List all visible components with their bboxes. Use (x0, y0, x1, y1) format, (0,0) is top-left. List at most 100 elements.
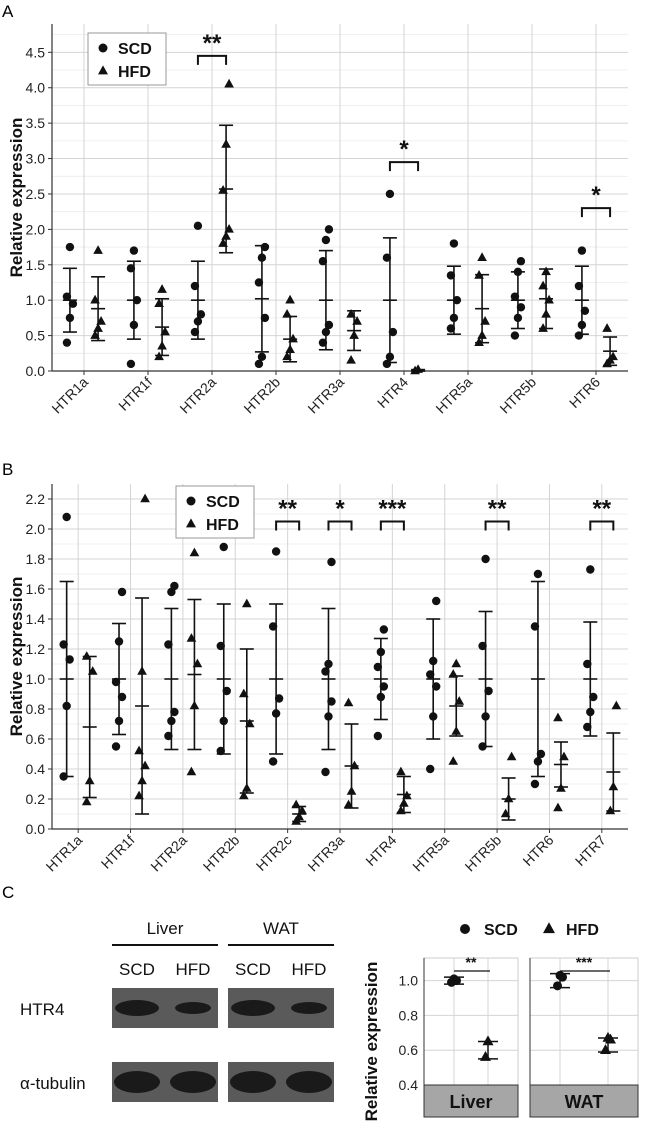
data-point-triangle (503, 793, 514, 803)
data-point-triangle (84, 775, 95, 785)
data-point-triangle (346, 786, 357, 795)
chart-panel-c: Relative expression 0.40.60.81.0**Liver**… (362, 922, 639, 1121)
data-point-triangle (238, 688, 249, 698)
data-point-triangle (189, 700, 200, 710)
x-tick-label: HTR6 (566, 374, 603, 411)
data-point-circle (65, 655, 74, 664)
data-point-triangle (611, 700, 622, 710)
data-point-circle (65, 242, 75, 252)
data-point-circle (271, 547, 281, 556)
grid (52, 24, 628, 372)
significance-htr4: *** (378, 496, 407, 531)
data-point-triangle (291, 816, 301, 825)
significance-label: ** (592, 496, 611, 523)
data-point-circle (126, 264, 136, 273)
data-point-triangle (282, 308, 292, 318)
row-label-tubulin: α-tubulin (20, 1074, 86, 1093)
data-point-triangle (297, 805, 307, 815)
data-point-triangle (81, 651, 92, 660)
data-point-triangle (343, 799, 354, 809)
data-point-circle (62, 338, 72, 347)
error-bar (216, 603, 231, 755)
data-point-circle (117, 587, 127, 597)
data-point-circle (216, 746, 225, 756)
data-point-circle (385, 352, 395, 362)
x-tick-label: HTR5a (432, 374, 475, 417)
data-point-circle (327, 697, 336, 706)
significance-label: * (335, 496, 345, 523)
data-point-triangle (602, 323, 612, 332)
data-point-circle (516, 303, 526, 312)
y-tick-label: 2.5 (26, 186, 46, 202)
data-point-triangle (396, 766, 406, 776)
data-point-circle (577, 320, 587, 330)
data-point-circle (446, 271, 456, 280)
significance-htr3a: * (327, 496, 353, 531)
data-point-triangle (192, 658, 203, 668)
data-point-triangle (600, 1044, 611, 1054)
data-point-circle (268, 622, 278, 631)
data-point-triangle (541, 266, 551, 276)
data-point-triangle (238, 790, 249, 800)
data-point-circle (385, 189, 395, 199)
data-point-circle (388, 327, 398, 337)
significance-bracket (580, 207, 612, 218)
data-point-circle (580, 306, 590, 316)
data-point-triangle (506, 751, 517, 761)
data-point-triangle (477, 252, 487, 261)
data-point-circle (553, 981, 562, 991)
facet-strip-label: Liver (449, 1092, 492, 1112)
data-point-circle (324, 659, 333, 669)
x-tick-label: HTR5b (462, 832, 505, 875)
data-point-triangle (343, 697, 354, 707)
facet-strip-label: WAT (565, 1092, 604, 1112)
x-tick-label: HTR4 (362, 832, 399, 869)
y-axis-label: Relative expression (7, 118, 26, 278)
data-point-circle (321, 767, 330, 777)
data-point-circle (432, 596, 441, 606)
facet-panel (423, 957, 519, 1086)
data-point-triangle (90, 294, 100, 304)
data-point-circle (271, 709, 281, 718)
data-point-circle (170, 707, 179, 717)
error-bar (187, 598, 202, 751)
series-scd (550, 970, 570, 991)
series-scd (59, 512, 598, 789)
y-tick-label: 3.0 (26, 151, 46, 167)
legend-marker-triangle (98, 65, 108, 75)
legend-marker-triangle (186, 518, 196, 528)
significance-htr6: * (580, 182, 612, 218)
data-point-triangle (157, 284, 167, 293)
significance-bracket (327, 520, 353, 531)
legend-label-scd: SCD (206, 494, 240, 511)
data-point-circle (132, 295, 142, 305)
data-point-triangle (241, 598, 252, 608)
data-point-circle (254, 278, 264, 287)
data-point-triangle (346, 308, 356, 318)
data-point-circle (126, 359, 136, 369)
data-point-triangle (402, 790, 412, 800)
data-point-triangle (134, 790, 144, 800)
data-point-triangle (244, 718, 255, 728)
data-point-triangle (160, 326, 170, 336)
y-tick-label: 1.0 (26, 671, 46, 687)
band-htr4 (291, 1002, 327, 1014)
significance-htr5b: ** (484, 496, 510, 531)
significance-label: * (591, 182, 601, 209)
significance-label: ** (203, 30, 222, 57)
data-point-triangle (474, 337, 484, 346)
error-bar (530, 580, 545, 778)
significance-htr4: * (388, 136, 420, 172)
significance-htr7: ** (589, 496, 615, 531)
data-point-circle (321, 235, 331, 245)
row-label-htr4: HTR4 (20, 1000, 64, 1019)
chart-panel-b: 0.0 0.2 0.4 0.6 0.8 1.0 1.2 1.4 1.6 1.8 2.0 2.2 HTR1… (7, 484, 628, 874)
data-point-circle (429, 712, 438, 721)
error-bar (478, 610, 493, 748)
data-point-circle (516, 257, 526, 266)
data-point-circle (327, 557, 336, 567)
y-tick-label: 0.4 (26, 761, 46, 777)
data-point-circle (558, 972, 567, 982)
significance-bracket (484, 520, 510, 531)
data-point-triangle (154, 298, 164, 308)
